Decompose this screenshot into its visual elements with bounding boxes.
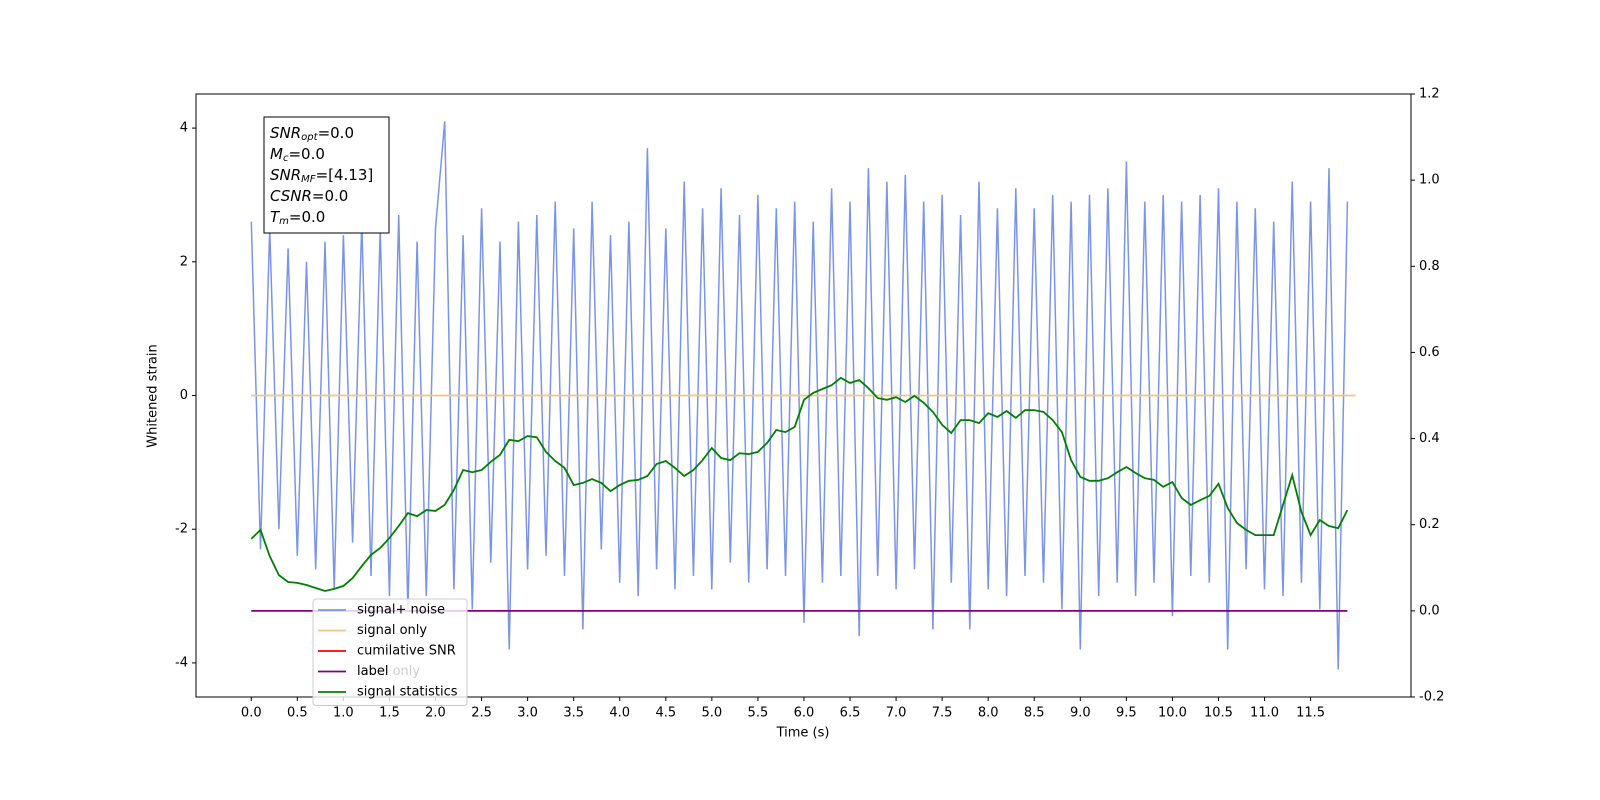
stats-symbol: M [270, 145, 283, 163]
stats-line: Mc=0.0 [270, 145, 325, 165]
x-tick-label: 9.5 [1116, 706, 1137, 721]
stats-value: =0.0 [312, 187, 348, 205]
stats-subscript: MF [301, 174, 316, 185]
x-tick-label: 11.5 [1296, 706, 1325, 721]
y2-tick-label: 0.4 [1419, 431, 1440, 446]
stats-symbol: SNR [270, 166, 301, 184]
y2-tick-label: 0.2 [1419, 517, 1440, 532]
legend-label: cumilative SNR [357, 644, 456, 659]
x-axis-label: Time (s) [776, 726, 830, 741]
x-tick-label: 1.5 [379, 706, 400, 721]
x-tick-label: 4.0 [609, 706, 630, 721]
stats-line: SNRopt=0.0 [270, 124, 354, 144]
x-tick-label: 8.5 [1024, 706, 1045, 721]
legend-label: signal+ noise [357, 603, 445, 618]
stats-subscript: opt [301, 132, 318, 143]
y-tick-label: 0 [180, 388, 188, 403]
x-tick-label: 0.5 [287, 706, 308, 721]
x-tick-label: 3.0 [517, 706, 538, 721]
x-tick-label: 10.5 [1204, 706, 1233, 721]
x-tick-label: 0.0 [241, 706, 262, 721]
stats-line: Tm=0.0 [270, 208, 325, 228]
y2-tick-label: 0.0 [1419, 603, 1440, 618]
stats-line: SNRMF=[4.13] [270, 166, 373, 186]
y-tick-label: 4 [180, 121, 188, 136]
x-tick-label: 7.5 [932, 706, 953, 721]
x-tick-label: 10.0 [1158, 706, 1187, 721]
x-tick-label: 5.5 [748, 706, 769, 721]
y2-tick-label: 0.8 [1419, 259, 1440, 274]
x-tick-label: 11.0 [1250, 706, 1279, 721]
stats-value: =0.0 [318, 124, 354, 142]
legend-label: label [357, 664, 388, 679]
y2-tick-label: 1.2 [1419, 87, 1440, 102]
legend-frame [312, 598, 468, 706]
stats-symbol: CSNR [270, 187, 312, 205]
stats-subscript: c [283, 153, 289, 164]
legend-label: signal only [357, 623, 427, 638]
x-tick-label: 9.0 [1070, 706, 1091, 721]
x-tick-label: 7.0 [886, 706, 907, 721]
x-tick-label: 8.0 [978, 706, 999, 721]
y-tick-label: 2 [180, 254, 188, 269]
y2-tick-label: 0.6 [1419, 345, 1440, 360]
stats-box: SNRopt=0.0Mc=0.0SNRMF=[4.13]CSNR=0.0Tm=0… [263, 116, 390, 234]
series-line [250, 376, 1349, 592]
y-tick-label: -4 [175, 655, 188, 670]
stats-box-frame [263, 116, 390, 234]
stats-symbol: T [270, 208, 281, 226]
stats-value: =[4.13] [316, 166, 374, 184]
legend-label: signal statistics [357, 685, 458, 700]
y2-tick-label: -0.2 [1419, 690, 1444, 705]
x-tick-label: 2.0 [425, 706, 446, 721]
x-tick-label: 2.5 [471, 706, 492, 721]
x-tick-label: 4.5 [655, 706, 676, 721]
y-axis-label: Whitened strain [146, 344, 161, 447]
stats-subscript: m [279, 216, 289, 227]
stats-value: =0.0 [288, 145, 324, 163]
x-tick-label: 6.0 [794, 706, 815, 721]
x-tick-label: 1.0 [333, 706, 354, 721]
y2-tick-label: 1.0 [1419, 173, 1440, 188]
x-tick-label: 5.0 [702, 706, 723, 721]
x-tick-label: 3.5 [563, 706, 584, 721]
stats-value: =0.0 [289, 208, 325, 226]
y-tick-label: -2 [175, 522, 188, 537]
stats-symbol: SNR [270, 124, 301, 142]
stats-line: CSNR=0.0 [270, 187, 348, 205]
x-tick-label: 6.5 [840, 706, 861, 721]
